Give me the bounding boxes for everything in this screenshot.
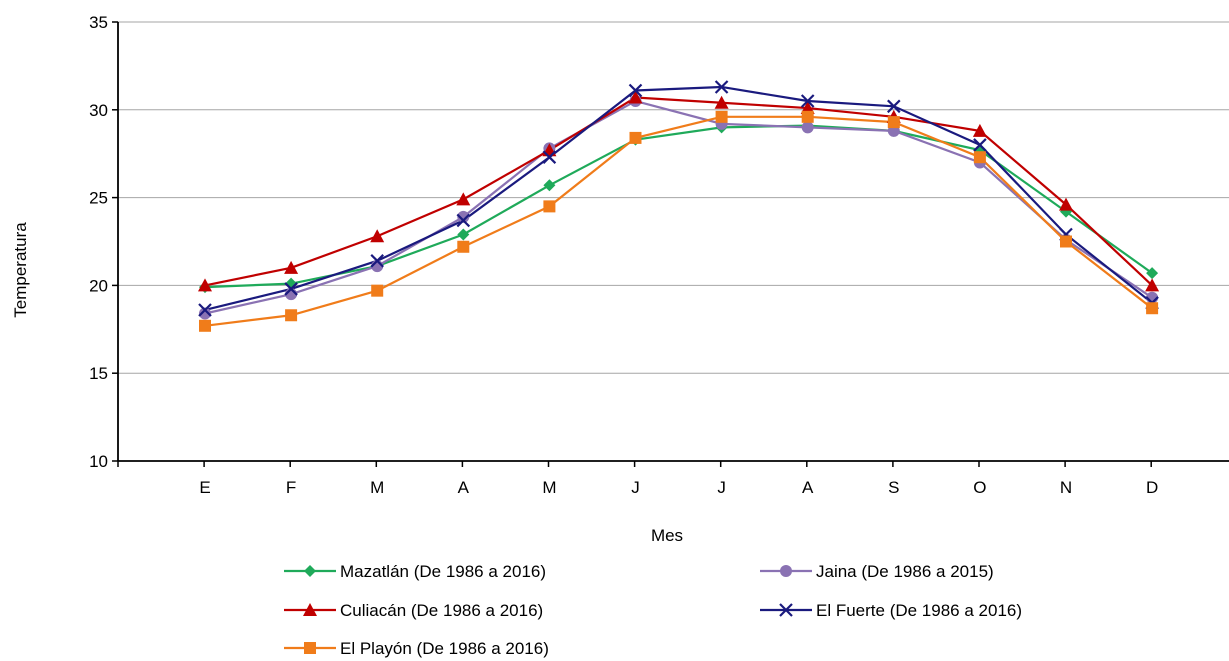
legend-marker bbox=[779, 603, 793, 617]
x-tick-label: A bbox=[458, 478, 470, 497]
y-tick-label: 35 bbox=[89, 13, 108, 32]
legend-label: El Playón (De 1986 a 2016) bbox=[340, 639, 549, 658]
x-marker-stroke bbox=[628, 83, 643, 98]
data-point bbox=[457, 240, 470, 253]
x-tick-label: M bbox=[542, 478, 556, 497]
legend-marker bbox=[304, 642, 316, 654]
x-marker-stroke bbox=[284, 282, 298, 296]
y-tick-label: 30 bbox=[89, 101, 108, 120]
data-point bbox=[1146, 267, 1159, 280]
x-marker-stroke bbox=[456, 213, 471, 228]
legend-label: Mazatlán (De 1986 a 2016) bbox=[340, 562, 546, 581]
legend-marker bbox=[304, 565, 316, 577]
x-tick-label: N bbox=[1060, 478, 1072, 497]
x-tick-label: F bbox=[286, 478, 296, 497]
legend-label: Jaina (De 1986 a 2015) bbox=[816, 562, 994, 581]
x-marker-stroke bbox=[887, 99, 901, 114]
axis-labels: 10 15 20 25 30 35 E F M A M J J A S O N D bbox=[89, 13, 1158, 497]
data-point bbox=[371, 284, 384, 297]
data-point bbox=[1060, 235, 1072, 248]
x-tick-label: D bbox=[1146, 478, 1158, 497]
y-tick-label: 15 bbox=[89, 364, 108, 383]
y-axis-title: Temperatura bbox=[11, 222, 30, 318]
data-point bbox=[800, 94, 815, 108]
data-point bbox=[714, 80, 729, 94]
data-point bbox=[199, 319, 211, 332]
series-line bbox=[204, 124, 1153, 289]
data-point bbox=[198, 303, 212, 317]
data-point bbox=[1059, 197, 1073, 211]
data-point bbox=[628, 90, 643, 104]
x-tick-label: S bbox=[888, 478, 899, 497]
x-marker-stroke bbox=[973, 138, 987, 152]
data-point bbox=[543, 200, 556, 213]
data-point bbox=[714, 95, 729, 109]
data-point bbox=[1146, 302, 1159, 315]
data-point bbox=[628, 83, 643, 98]
series-line bbox=[204, 99, 1153, 315]
x-tick-label: A bbox=[802, 478, 814, 497]
legend-marker bbox=[303, 603, 317, 616]
data-point bbox=[284, 282, 298, 296]
x-tick-label: E bbox=[199, 478, 210, 497]
y-tick-label: 20 bbox=[89, 276, 108, 295]
data-point bbox=[198, 278, 212, 292]
data-point bbox=[456, 192, 471, 206]
data-point bbox=[370, 254, 384, 268]
x-tick-label: O bbox=[973, 478, 986, 497]
data-point bbox=[800, 101, 815, 115]
x-marker-stroke bbox=[198, 303, 212, 317]
data-point bbox=[973, 138, 987, 152]
legend-item: Mazatlán (De 1986 a 2016) bbox=[284, 562, 546, 581]
x-axis-title: Mes bbox=[651, 526, 683, 545]
data-point bbox=[973, 151, 986, 164]
data-point bbox=[456, 213, 471, 228]
legend-item: El Fuerte (De 1986 a 2016) bbox=[760, 601, 1022, 620]
data-point bbox=[801, 110, 814, 123]
data-point bbox=[887, 116, 900, 129]
x-tick-label: J bbox=[631, 478, 640, 497]
axes bbox=[112, 21, 1229, 467]
legend-label: El Fuerte (De 1986 a 2016) bbox=[816, 601, 1022, 620]
legend: Mazatlán (De 1986 a 2016) Jaina (De 1986 … bbox=[284, 562, 1022, 658]
y-tick-label: 25 bbox=[89, 189, 108, 208]
data-point bbox=[457, 210, 470, 223]
data-point bbox=[199, 307, 211, 320]
gridlines bbox=[118, 21, 1229, 374]
x-marker-stroke bbox=[779, 603, 793, 617]
legend-item: El Playón (De 1986 a 2016) bbox=[284, 639, 549, 658]
data-point bbox=[370, 229, 385, 243]
series-lines bbox=[204, 85, 1153, 327]
legend-item: Jaina (De 1986 a 2015) bbox=[760, 562, 994, 581]
x-tick-label: J bbox=[717, 478, 726, 497]
legend-item: Culiacán (De 1986 a 2016) bbox=[284, 601, 543, 620]
data-point bbox=[801, 121, 814, 134]
data-point bbox=[715, 110, 728, 123]
data-point bbox=[1145, 278, 1160, 292]
x-marker-stroke bbox=[714, 80, 729, 94]
series-line bbox=[204, 85, 1153, 312]
data-point bbox=[972, 123, 987, 137]
series-line bbox=[204, 115, 1153, 327]
data-point bbox=[284, 260, 299, 274]
x-marker-stroke bbox=[542, 150, 557, 164]
data-point bbox=[629, 131, 642, 144]
data-point bbox=[457, 228, 470, 241]
data-point bbox=[887, 99, 901, 114]
legend-marker bbox=[780, 565, 792, 577]
data-point bbox=[285, 309, 298, 322]
series-line bbox=[204, 96, 1153, 287]
x-marker-stroke bbox=[800, 94, 815, 108]
data-point bbox=[543, 179, 556, 192]
x-tick-label: M bbox=[370, 478, 384, 497]
series-markers bbox=[198, 80, 1160, 332]
x-marker-stroke bbox=[370, 254, 384, 268]
legend-label: Culiacán (De 1986 a 2016) bbox=[340, 601, 543, 620]
y-tick-label: 10 bbox=[89, 452, 108, 471]
data-point bbox=[542, 150, 557, 164]
